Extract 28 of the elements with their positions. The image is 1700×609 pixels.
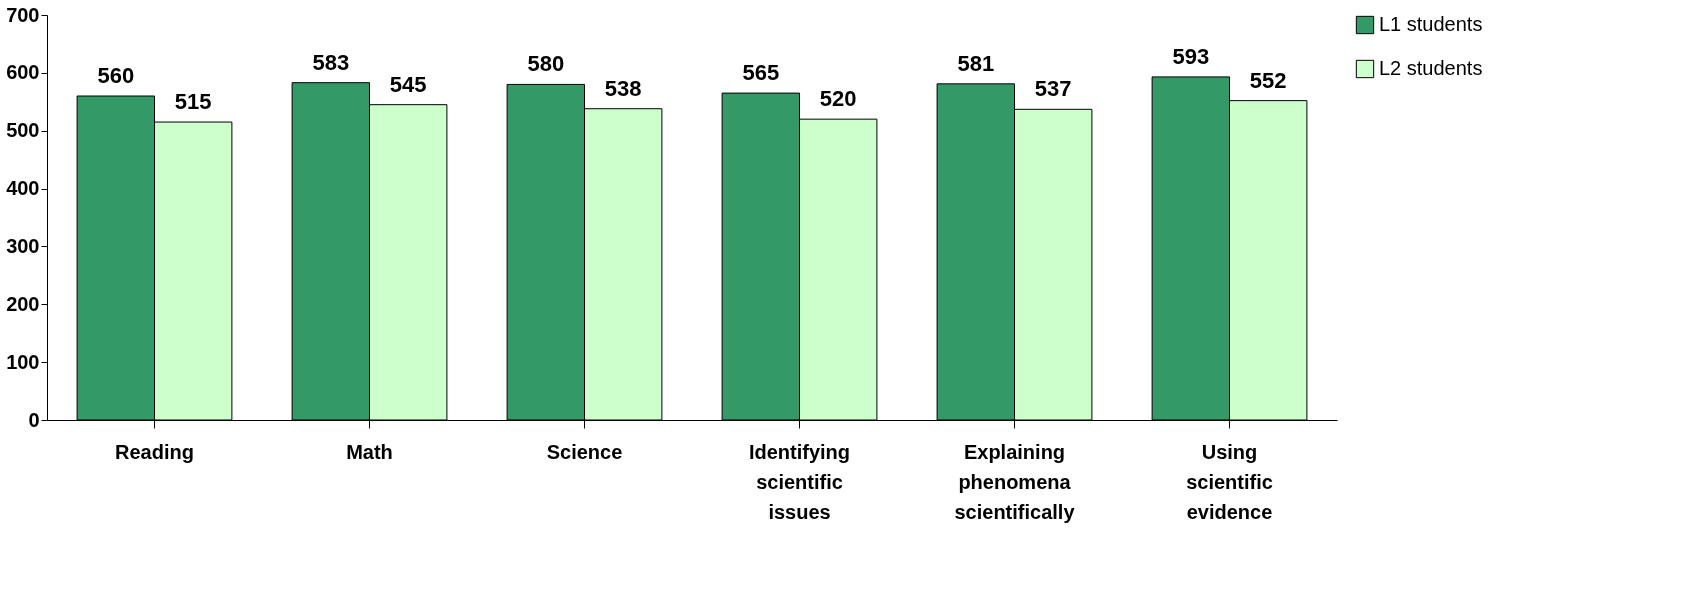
data-label: 583 — [312, 49, 350, 75]
x-tick-label: Using scientific evidence — [1186, 440, 1273, 523]
y-tick-label: 500 — [6, 119, 40, 142]
x-tick-label: Science — [546, 440, 623, 463]
data-label: 537 — [1034, 76, 1072, 102]
data-label: 520 — [819, 86, 857, 112]
x-tick-label: Reading — [115, 440, 194, 463]
x-tick-label: Explaining phenomena scientifically — [954, 440, 1076, 523]
data-label: 581 — [957, 50, 995, 76]
y-tick-label: 0 — [28, 408, 40, 431]
data-label: 565 — [742, 60, 780, 86]
data-label: 552 — [1249, 67, 1287, 93]
data-label: 515 — [174, 89, 212, 115]
y-tick-label: 300 — [6, 234, 40, 257]
legend-label: L1 students — [1379, 13, 1483, 35]
x-tick-label: Math — [346, 440, 393, 463]
data-label: 545 — [389, 71, 427, 97]
data-label: 580 — [527, 51, 565, 77]
data-label: 593 — [1172, 43, 1210, 69]
y-tick-label: 200 — [6, 292, 40, 315]
legend-label: L2 students — [1379, 57, 1483, 79]
y-tick-label: 400 — [6, 177, 40, 200]
y-tick-label: 100 — [6, 350, 40, 373]
y-tick-label: 600 — [6, 61, 40, 84]
x-tick-label: Identifying scientific issues — [748, 440, 851, 523]
data-label: 538 — [604, 75, 642, 101]
y-tick-label: 700 — [6, 3, 40, 26]
data-label: 560 — [97, 63, 135, 88]
